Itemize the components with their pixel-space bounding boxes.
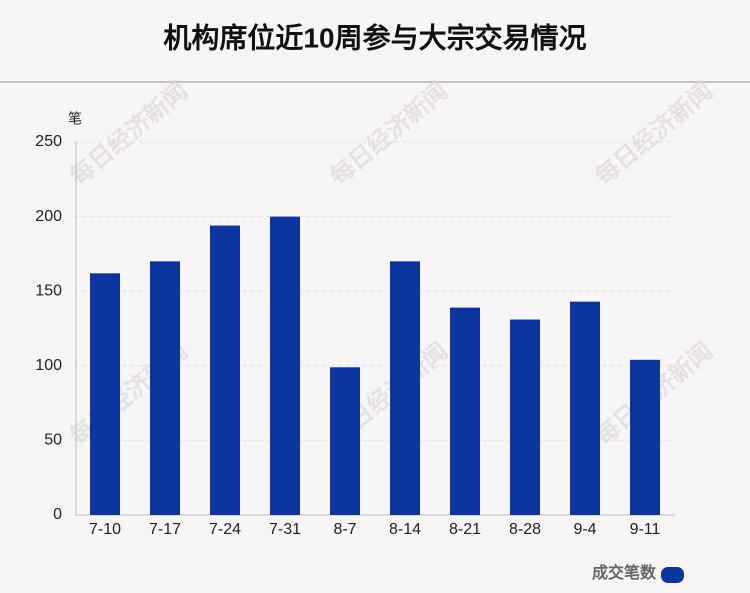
bar [270, 216, 300, 515]
x-tick-label: 8-21 [449, 521, 481, 538]
chart-title: 机构席位近10周参与大宗交易情况 [163, 21, 586, 53]
x-tick-label: 9-4 [573, 521, 596, 538]
bar [570, 301, 600, 515]
bar [510, 319, 540, 515]
y-tick-label: 100 [35, 357, 62, 374]
x-tick-label: 7-10 [89, 521, 121, 538]
y-tick-label: 250 [35, 133, 62, 150]
x-tick-label: 7-17 [149, 521, 181, 538]
x-tick-label: 8-14 [389, 521, 421, 538]
bar [90, 273, 120, 515]
x-tick-label: 7-31 [269, 521, 301, 538]
y-axis-label: 笔 [68, 111, 82, 127]
bar [390, 261, 420, 515]
y-tick-label: 50 [44, 432, 62, 449]
y-tick-label: 200 [35, 208, 62, 225]
bar [210, 225, 240, 515]
x-tick-label: 8-7 [333, 521, 356, 538]
bar [630, 359, 660, 515]
y-tick-label: 0 [53, 506, 62, 523]
legend-label: 成交笔数 [592, 563, 657, 582]
bar [450, 307, 480, 515]
legend-swatch [661, 567, 684, 583]
x-tick-label: 8-28 [509, 521, 541, 538]
y-tick-label: 150 [35, 282, 62, 299]
bar [330, 367, 360, 515]
bar [150, 261, 180, 515]
x-tick-label: 9-11 [630, 521, 661, 538]
x-tick-label: 7-24 [209, 521, 241, 538]
